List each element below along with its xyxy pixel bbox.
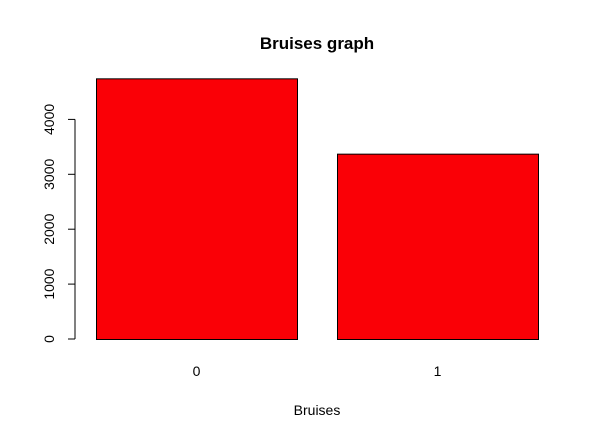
x-axis-label: Bruises <box>294 402 341 418</box>
x-tick-label-1: 1 <box>434 363 442 379</box>
y-tick-label: 4000 <box>41 104 57 135</box>
bar-1 <box>337 153 539 340</box>
bars-group <box>96 78 539 340</box>
y-tick-label: 3000 <box>41 159 57 190</box>
bar-0 <box>96 78 298 340</box>
y-tick-label: 0 <box>41 335 57 343</box>
y-axis: 0 1000 2000 3000 4000 <box>41 104 76 343</box>
y-tick-label: 2000 <box>41 213 57 244</box>
y-tick-label: 1000 <box>41 268 57 299</box>
x-tick-label-0: 0 <box>193 363 201 379</box>
chart-title: Bruises graph <box>260 34 374 53</box>
